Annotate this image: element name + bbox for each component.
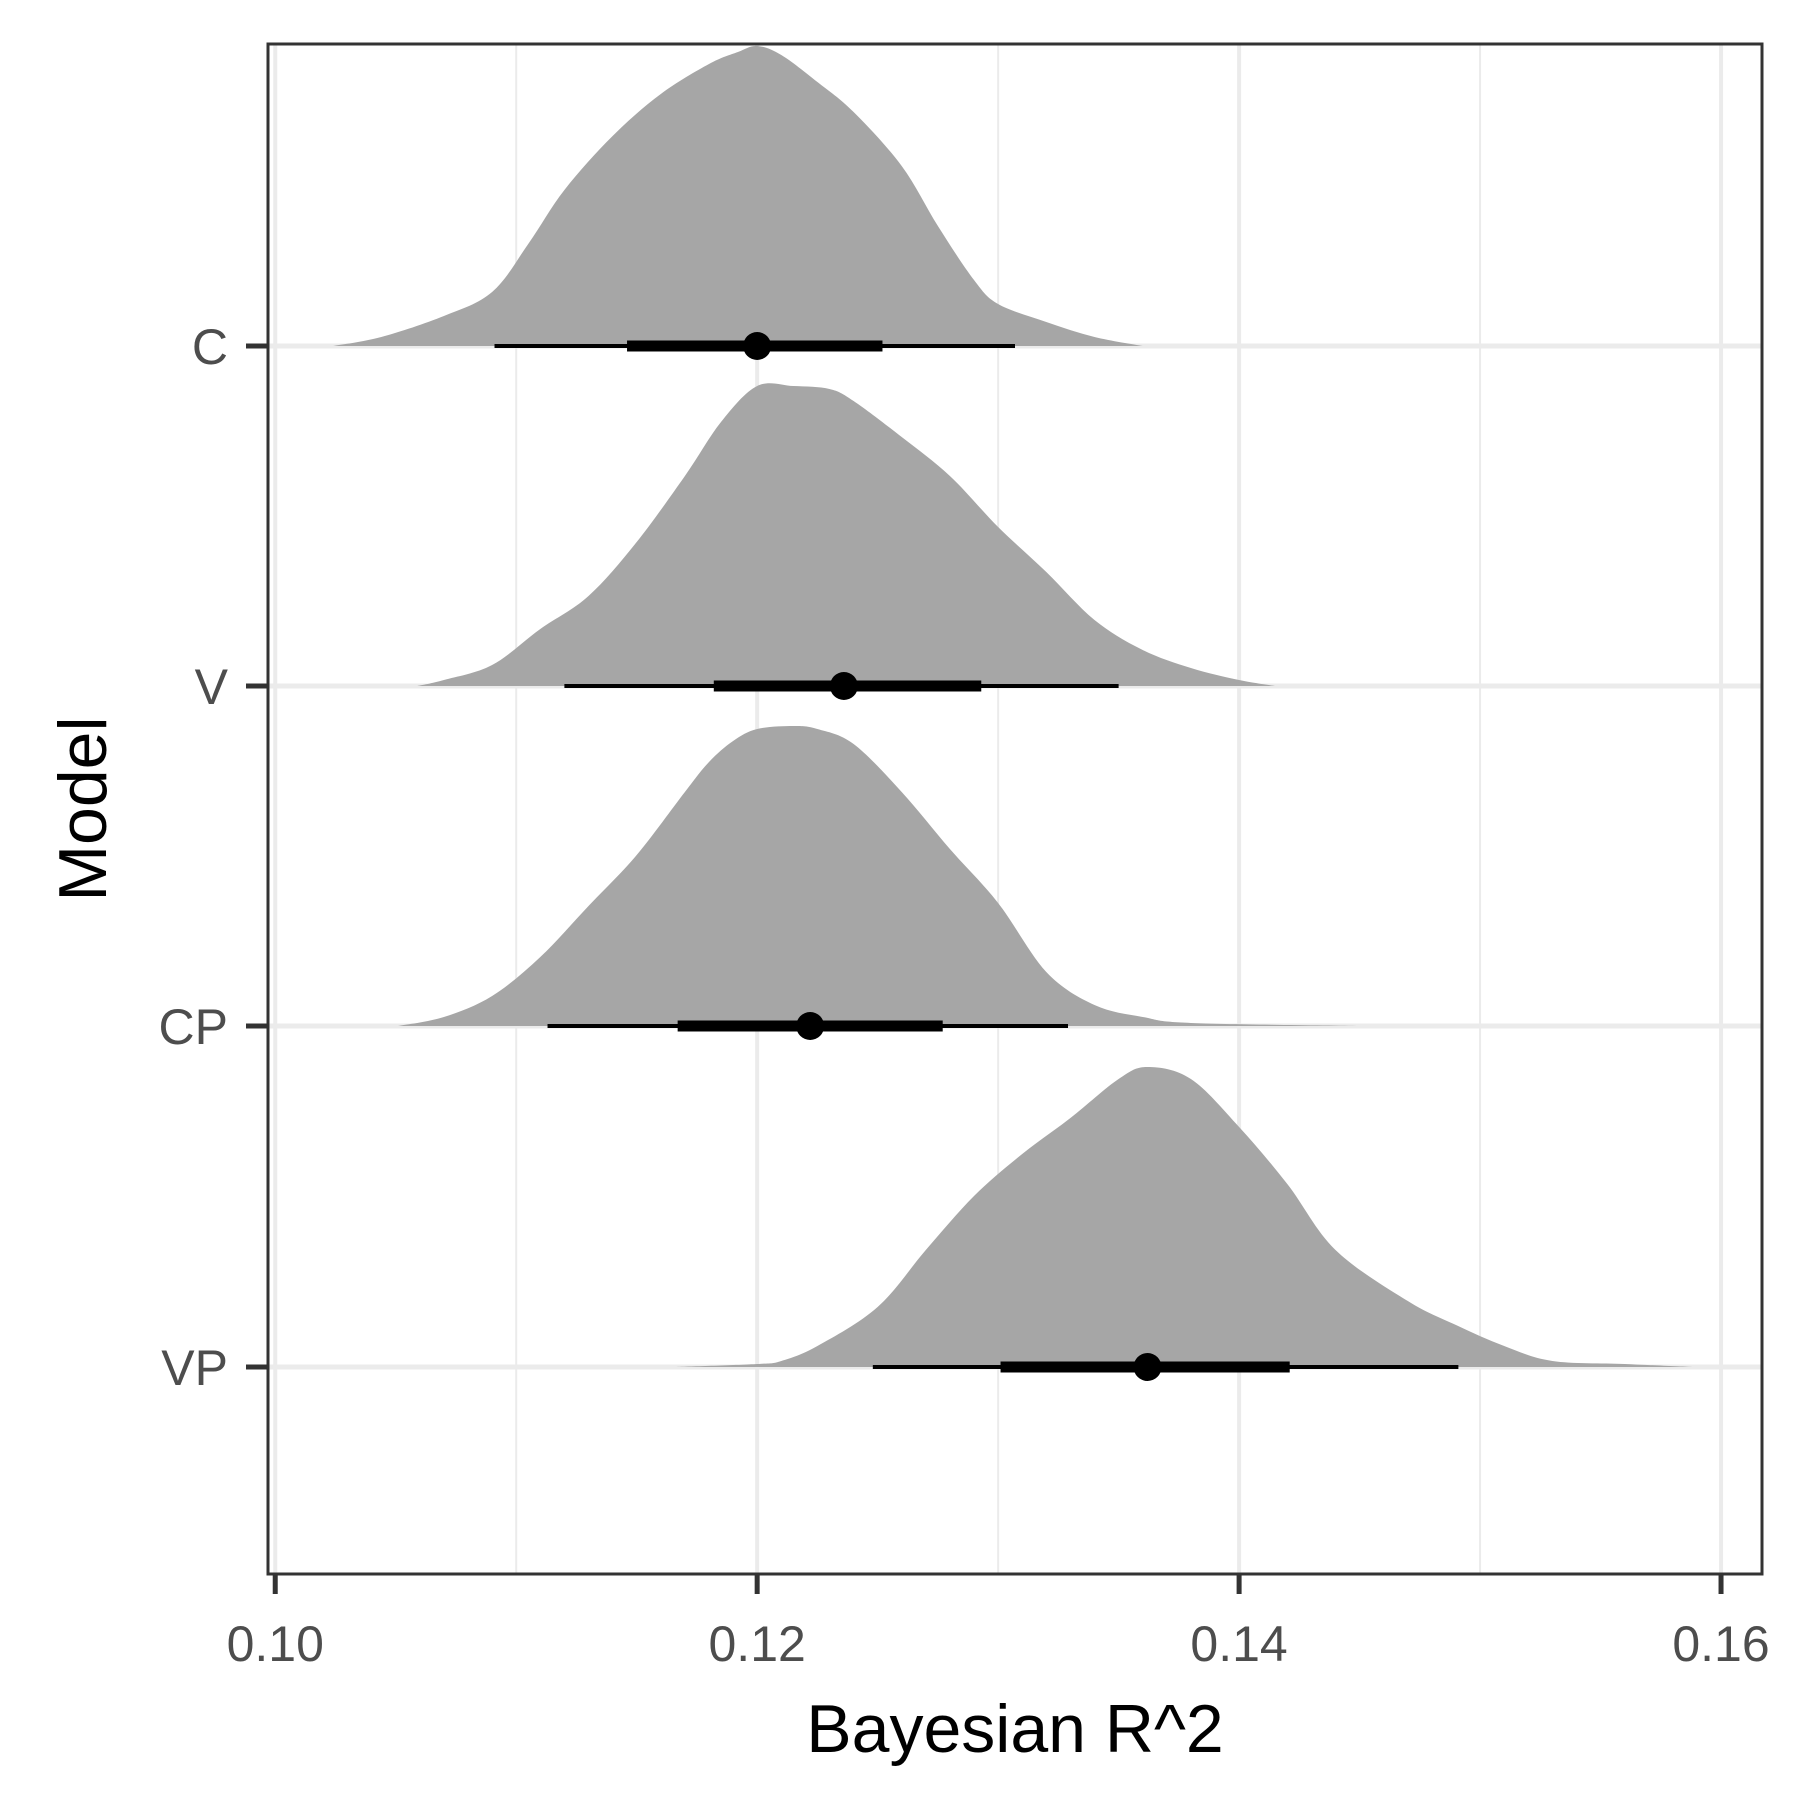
x-tick-label: 0.10 [227,1616,324,1672]
density-cp [398,726,1360,1026]
y-tick-label: C [192,319,228,375]
point-c [743,332,772,360]
point-vp [1133,1353,1162,1381]
panel-border [266,42,1764,1576]
x-tick-label: 0.16 [1672,1616,1769,1672]
point-cp [796,1012,825,1040]
y-tick-label: CP [159,999,228,1055]
density-layer [333,45,1693,1367]
y-tick-label: VP [161,1340,228,1396]
x-axis: 0.10 0.12 0.14 0.16 [227,1574,1770,1672]
density-v [417,383,1276,686]
point-v [829,672,858,700]
interval-layer [494,332,1459,1381]
x-tick-label: 0.14 [1190,1616,1287,1672]
y-tick-label: V [195,659,229,715]
density-vp [675,1067,1693,1367]
y-axis: C V CP VP [159,319,268,1396]
x-axis-title: Bayesian R^2 [806,1691,1223,1767]
y-axis-title: Model [45,716,121,901]
x-tick-label: 0.12 [709,1616,806,1672]
density-c [333,45,1143,346]
